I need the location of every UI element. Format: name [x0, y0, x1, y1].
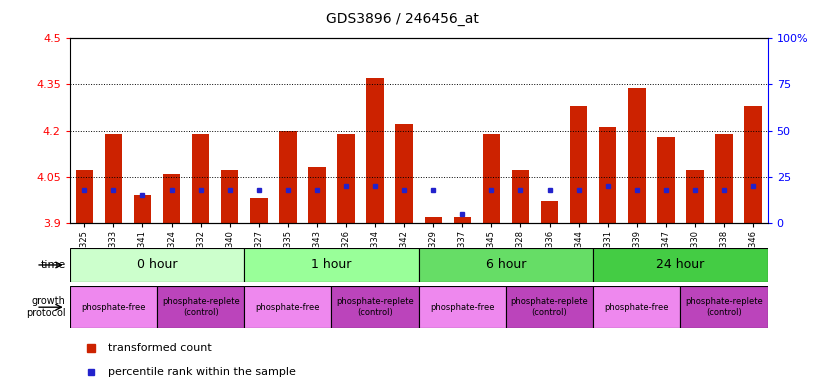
Bar	[245, 248, 419, 282]
Bar	[593, 248, 768, 282]
Text: growth
protocol: growth protocol	[26, 296, 66, 318]
Bar	[70, 286, 157, 328]
Bar	[628, 88, 645, 223]
Bar	[157, 286, 245, 328]
Bar	[511, 170, 530, 223]
Bar	[424, 217, 442, 223]
Bar	[332, 286, 419, 328]
Bar	[70, 248, 245, 282]
Bar	[105, 134, 122, 223]
Bar	[681, 286, 768, 328]
Text: percentile rank within the sample: percentile rank within the sample	[108, 367, 296, 377]
Text: transformed count: transformed count	[108, 343, 212, 354]
Text: phosphate-replete
(control): phosphate-replete (control)	[511, 298, 589, 317]
Text: phosphate-free: phosphate-free	[430, 303, 494, 312]
Text: phosphate-free: phosphate-free	[604, 303, 669, 312]
Text: phosphate-replete
(control): phosphate-replete (control)	[686, 298, 763, 317]
Bar	[599, 127, 617, 223]
Text: phosphate-replete
(control): phosphate-replete (control)	[162, 298, 240, 317]
Bar	[337, 134, 355, 223]
Text: 6 hour: 6 hour	[486, 258, 526, 271]
Bar	[570, 106, 587, 223]
Bar	[686, 170, 704, 223]
Bar	[221, 170, 238, 223]
Bar	[163, 174, 181, 223]
Bar	[308, 167, 326, 223]
Bar	[245, 286, 332, 328]
Bar	[396, 124, 413, 223]
Text: 1 hour: 1 hour	[311, 258, 351, 271]
Bar	[483, 134, 500, 223]
Text: GDS3896 / 246456_at: GDS3896 / 246456_at	[326, 12, 479, 25]
Text: phosphate-free: phosphate-free	[81, 303, 145, 312]
Bar	[506, 286, 594, 328]
Bar	[250, 198, 268, 223]
Bar	[593, 286, 681, 328]
Text: 0 hour: 0 hour	[137, 258, 177, 271]
Bar	[366, 78, 383, 223]
Text: phosphate-free: phosphate-free	[255, 303, 320, 312]
Text: time: time	[40, 260, 66, 270]
Bar	[192, 134, 209, 223]
Bar	[76, 170, 93, 223]
Bar	[134, 195, 151, 223]
Bar	[279, 131, 296, 223]
Bar	[419, 248, 594, 282]
Text: phosphate-replete
(control): phosphate-replete (control)	[337, 298, 414, 317]
Text: 24 hour: 24 hour	[656, 258, 704, 271]
Bar	[657, 137, 675, 223]
Bar	[715, 134, 733, 223]
Bar	[454, 217, 471, 223]
Bar	[745, 106, 762, 223]
Bar	[541, 201, 558, 223]
Bar	[419, 286, 506, 328]
